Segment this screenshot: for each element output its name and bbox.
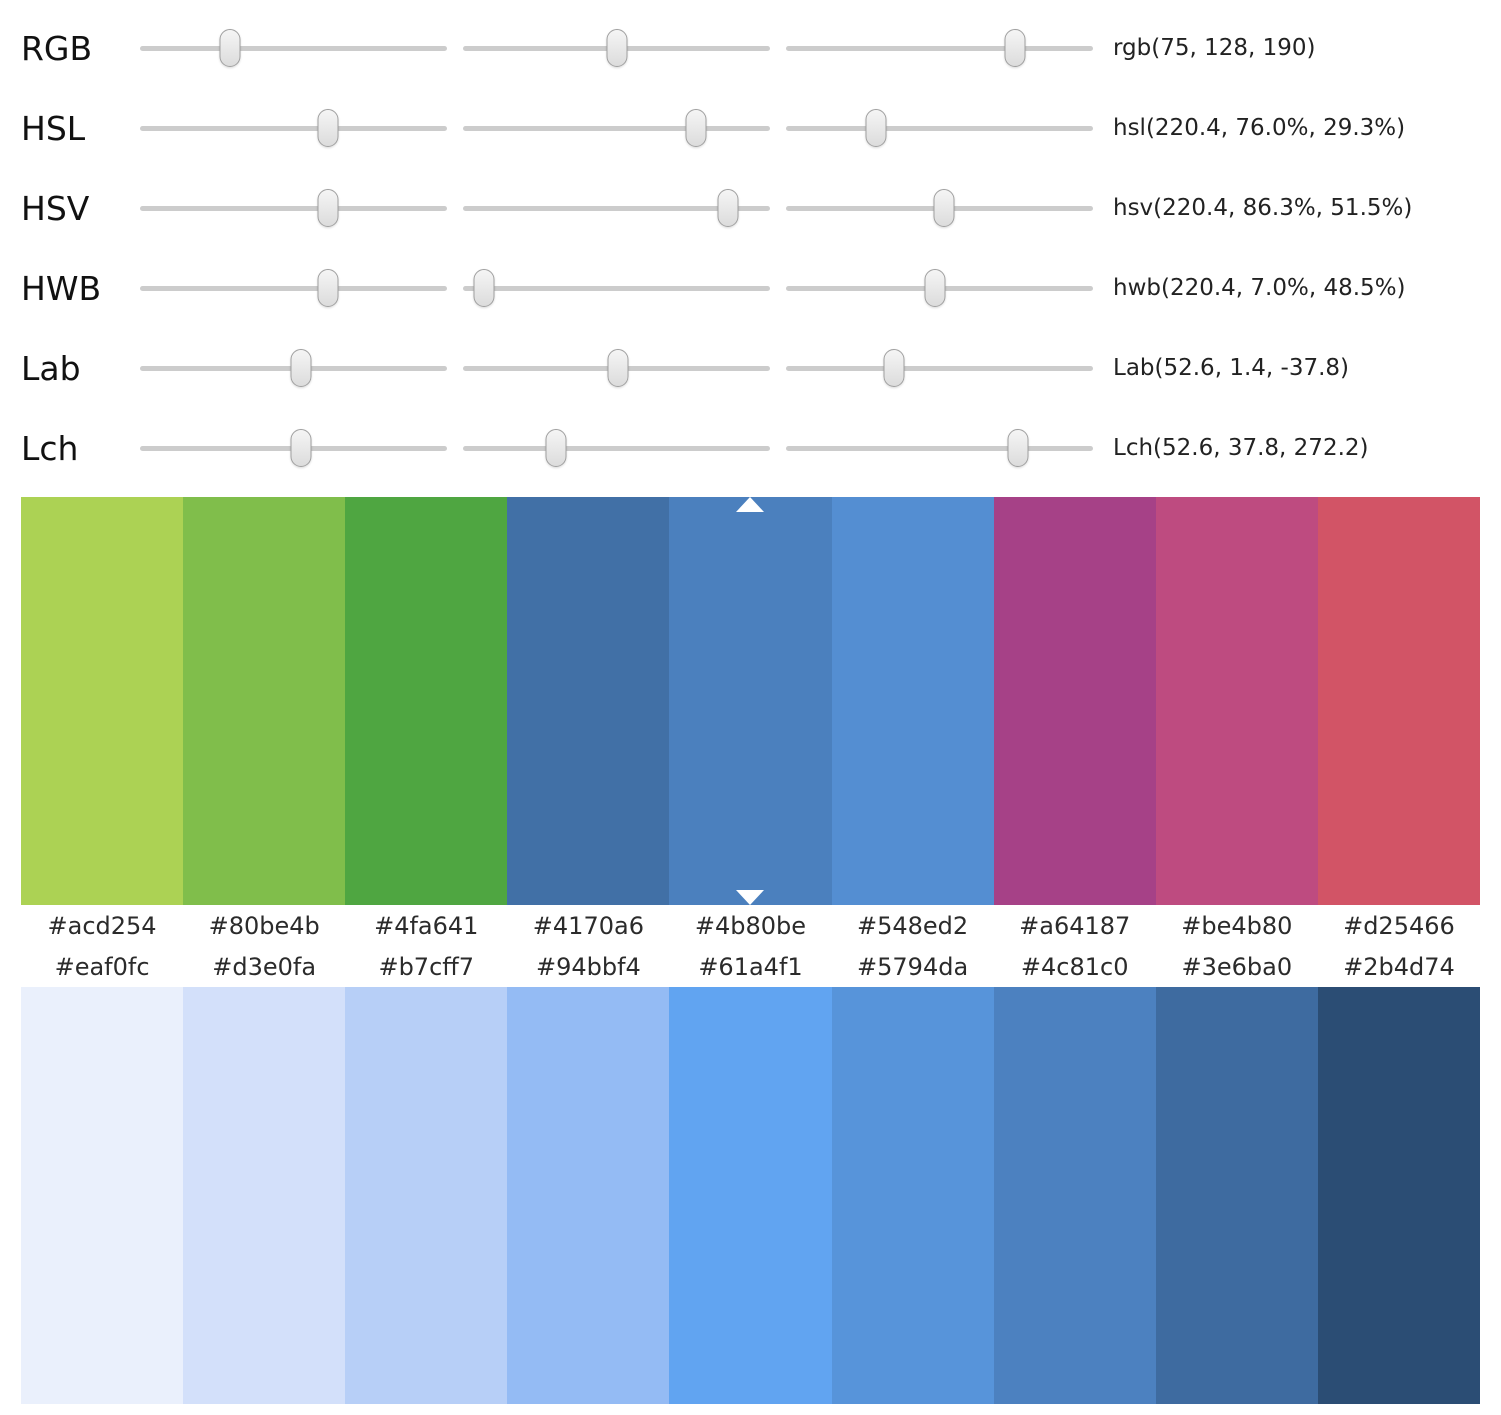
slider-thumb[interactable] — [219, 29, 241, 67]
rgb-value-readout: rgb(75, 128, 190) — [1113, 35, 1316, 61]
rgb-b-slider-track[interactable] — [786, 29, 1093, 67]
slider-thumb[interactable] — [545, 429, 567, 467]
hue-swatch[interactable] — [1155, 497, 1318, 905]
colorspace-label: Lch — [21, 428, 79, 468]
hex-label: #4170a6 — [532, 911, 644, 940]
hwb-value-readout: hwb(220.4, 7.0%, 48.5%) — [1113, 275, 1406, 301]
lch-value-readout: Lch(52.6, 37.8, 272.2) — [1113, 435, 1369, 461]
shade-swatch[interactable] — [669, 987, 832, 1404]
hsl-l-slider-track[interactable] — [786, 109, 1093, 147]
shade-swatch[interactable] — [1317, 987, 1480, 1404]
hue-swatch[interactable] — [507, 497, 670, 905]
slider-row-lab: Lab Lab(52.6, 1.4, -37.8) — [0, 328, 1501, 408]
slider-thumb[interactable] — [317, 189, 339, 227]
slider-thumb[interactable] — [1007, 429, 1029, 467]
shade-swatch[interactable] — [21, 987, 184, 1404]
shade-swatch[interactable] — [345, 987, 508, 1404]
slider-panel: RGB rgb(75, 128, 190) HSL hsl(220.4, 76.… — [0, 0, 1501, 488]
hwb-w-slider-track[interactable] — [463, 269, 770, 307]
hsv-s-slider-track[interactable] — [463, 189, 770, 227]
slider-thumb[interactable] — [290, 429, 312, 467]
slider-thumb[interactable] — [317, 269, 339, 307]
hex-label: #94bbf4 — [535, 952, 641, 981]
slider-thumb[interactable] — [685, 109, 707, 147]
hue-swatch[interactable] — [993, 497, 1156, 905]
slider-thumb[interactable] — [717, 189, 739, 227]
hue-swatch-selected[interactable] — [669, 497, 832, 905]
hsv-h-slider-track[interactable] — [140, 189, 447, 227]
slider-thumb[interactable] — [933, 189, 955, 227]
hex-label: #d3e0fa — [212, 952, 317, 981]
slider-thumb[interactable] — [473, 269, 495, 307]
hex-label: #acd254 — [47, 911, 157, 940]
lch-c-slider-track[interactable] — [463, 429, 770, 467]
hue-swatch[interactable] — [21, 497, 184, 905]
shade-swatch[interactable] — [183, 987, 346, 1404]
hex-label: #b7cff7 — [378, 952, 475, 981]
slider-thumb[interactable] — [290, 349, 312, 387]
lab-a-slider-track[interactable] — [463, 349, 770, 387]
hue-swatch[interactable] — [345, 497, 508, 905]
hex-label: #be4b80 — [1181, 911, 1293, 940]
slider-row-hsv: HSV hsv(220.4, 86.3%, 51.5%) — [0, 168, 1501, 248]
hwb-b-slider-track[interactable] — [786, 269, 1093, 307]
hue-swatch[interactable] — [1317, 497, 1480, 905]
hwb-h-slider-track[interactable] — [140, 269, 447, 307]
slider-thumb[interactable] — [883, 349, 905, 387]
slider-thumb[interactable] — [924, 269, 946, 307]
colorspace-label: HSL — [21, 108, 86, 148]
rgb-g-slider-track[interactable] — [463, 29, 770, 67]
hue-palette — [21, 497, 1480, 905]
hex-label: #61a4f1 — [698, 952, 803, 981]
hex-label: #548ed2 — [857, 911, 969, 940]
shade-swatch[interactable] — [831, 987, 994, 1404]
slider-row-hwb: HWB hwb(220.4, 7.0%, 48.5%) — [0, 248, 1501, 328]
hsv-v-slider-track[interactable] — [786, 189, 1093, 227]
hex-label: #4c81c0 — [1020, 952, 1129, 981]
hsv-value-readout: hsv(220.4, 86.3%, 51.5%) — [1113, 195, 1413, 221]
shade-swatch[interactable] — [507, 987, 670, 1404]
lch-l-slider-track[interactable] — [140, 429, 447, 467]
colorspace-label: RGB — [21, 28, 93, 68]
slider-thumb[interactable] — [606, 29, 628, 67]
selected-marker-bottom-icon — [736, 890, 765, 905]
shade-swatch[interactable] — [1155, 987, 1318, 1404]
hex-label: #4b80be — [694, 911, 807, 940]
hex-label: #4fa641 — [374, 911, 479, 940]
hue-swatch[interactable] — [183, 497, 346, 905]
hex-label: #a64187 — [1019, 911, 1131, 940]
hsl-h-slider-track[interactable] — [140, 109, 447, 147]
lab-value-readout: Lab(52.6, 1.4, -37.8) — [1113, 355, 1349, 381]
hex-label: #2b4d74 — [1343, 952, 1455, 981]
hue-hex-labels: #acd254 #80be4b #4fa641 #4170a6 #4b80be … — [21, 905, 1480, 946]
rgb-r-slider-track[interactable] — [140, 29, 447, 67]
hsl-s-slider-track[interactable] — [463, 109, 770, 147]
shade-palette — [21, 987, 1480, 1404]
slider-thumb[interactable] — [607, 349, 629, 387]
hex-label: #3e6ba0 — [1181, 952, 1293, 981]
slider-row-rgb: RGB rgb(75, 128, 190) — [0, 8, 1501, 88]
hex-label: #5794da — [857, 952, 969, 981]
colorspace-label: Lab — [21, 348, 81, 388]
selected-marker-top-icon — [736, 497, 765, 512]
slider-thumb[interactable] — [865, 109, 887, 147]
shade-swatch[interactable] — [993, 987, 1156, 1404]
hex-label: #d25466 — [1343, 911, 1455, 940]
shade-hex-labels: #eaf0fc #d3e0fa #b7cff7 #94bbf4 #61a4f1 … — [21, 946, 1480, 987]
slider-row-hsl: HSL hsl(220.4, 76.0%, 29.3%) — [0, 88, 1501, 168]
lch-h-slider-track[interactable] — [786, 429, 1093, 467]
hex-label: #80be4b — [208, 911, 320, 940]
slider-row-lch: Lch Lch(52.6, 37.8, 272.2) — [0, 408, 1501, 488]
slider-thumb[interactable] — [1004, 29, 1026, 67]
hsl-value-readout: hsl(220.4, 76.0%, 29.3%) — [1113, 115, 1406, 141]
hue-swatch[interactable] — [831, 497, 994, 905]
hex-label: #eaf0fc — [54, 952, 150, 981]
colorspace-label: HSV — [21, 188, 90, 228]
colorspace-label: HWB — [21, 268, 102, 308]
slider-thumb[interactable] — [317, 109, 339, 147]
lab-b-slider-track[interactable] — [786, 349, 1093, 387]
lab-l-slider-track[interactable] — [140, 349, 447, 387]
